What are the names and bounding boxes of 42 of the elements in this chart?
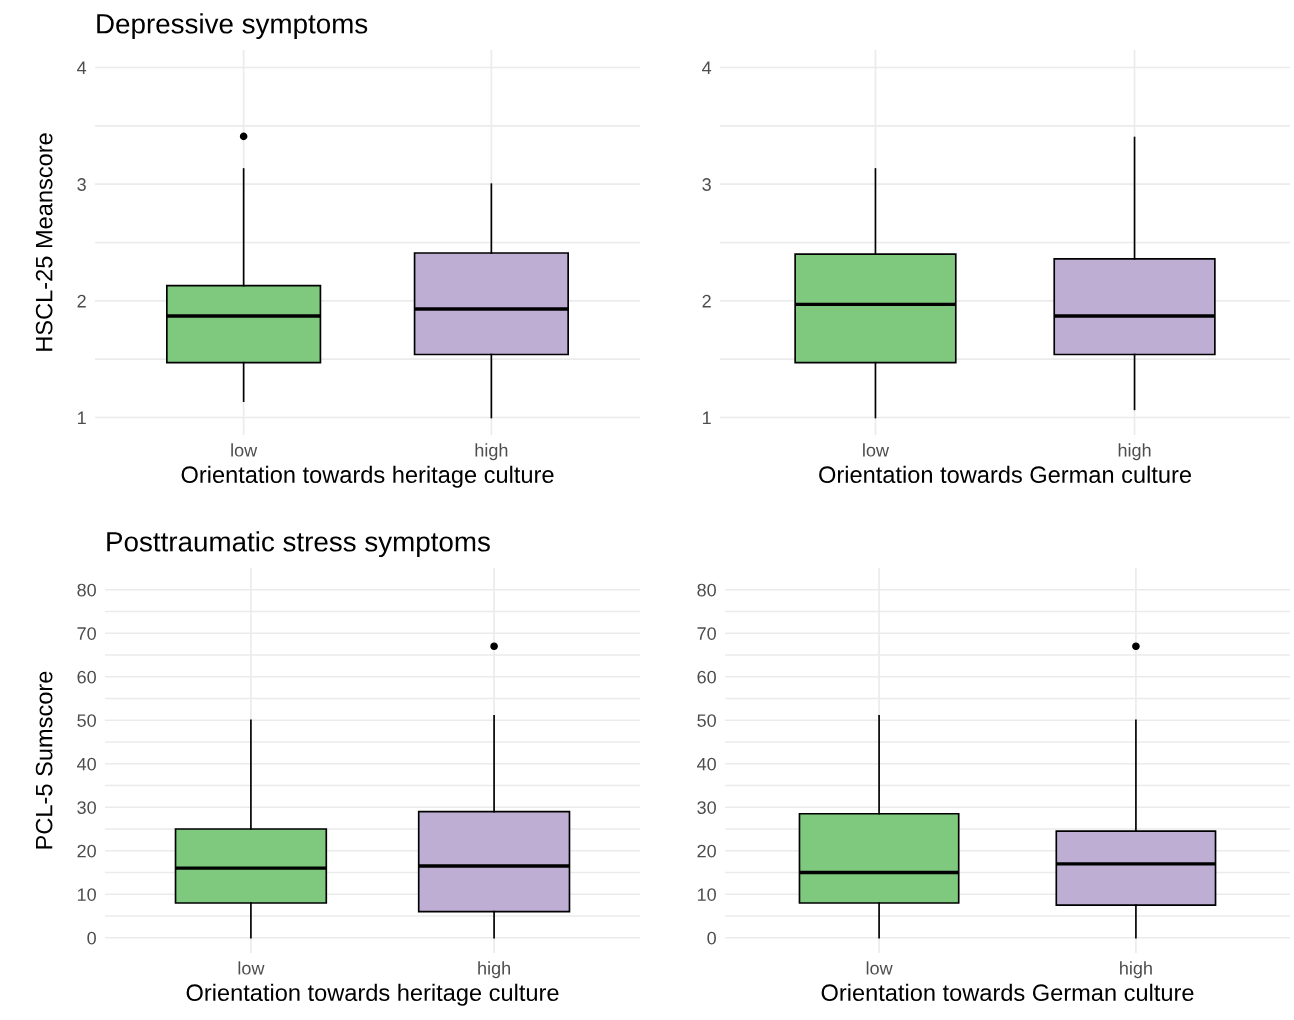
y-tick-label: 10 <box>77 888 96 901</box>
y-axis-title: PCL-5 Sumscore <box>35 671 53 849</box>
y-tick-label: 4 <box>77 61 87 75</box>
y-tick-label: 40 <box>77 757 96 771</box>
y-tick-label: 40 <box>697 757 716 771</box>
y-tick-label: 0 <box>87 931 96 945</box>
x-axis-title: Orientation towards German culture <box>821 983 1194 1002</box>
x-tick-label: high <box>1120 961 1152 979</box>
y-tick-label: 20 <box>77 844 96 858</box>
x-tick-label: low <box>238 961 265 975</box>
y-axis-title: HSCL-25 Meanscore <box>35 133 53 351</box>
y-tick-label: 20 <box>697 844 716 858</box>
y-tick-label: 3 <box>77 178 86 191</box>
y-tick-label: 2 <box>702 294 711 308</box>
x-axis-title: Orientation towards German culture <box>819 465 1191 484</box>
y-tick-label: 80 <box>697 583 716 597</box>
y-tick-label: 70 <box>77 627 96 640</box>
y-tick-label: 2 <box>77 294 86 308</box>
chart-title: Depressive symptoms <box>97 13 368 40</box>
y-tick-label: 10 <box>697 888 716 901</box>
y-tick-label: 0 <box>707 931 716 945</box>
y-tick-label: 80 <box>77 583 96 597</box>
y-tick-label: 30 <box>697 801 716 814</box>
x-tick-label: low <box>231 443 258 457</box>
y-tick-label: 1 <box>78 411 86 425</box>
y-tick-label: 3 <box>702 178 711 191</box>
x-tick-label: low <box>866 961 893 975</box>
x-tick-label: high <box>478 961 510 979</box>
y-tick-label: 4 <box>702 61 712 75</box>
y-tick-label: 30 <box>77 801 96 814</box>
x-axis-title: Orientation towards heritage culture <box>181 465 554 488</box>
y-tick-label: 50 <box>697 714 716 727</box>
x-tick-label: low <box>863 443 890 457</box>
y-tick-label: 1 <box>703 411 711 425</box>
y-tick-label: 60 <box>697 670 716 684</box>
x-axis-title: Orientation towards heritage culture <box>186 983 559 1006</box>
chart-title: Posttraumatic stress symptoms <box>107 531 490 558</box>
x-tick-label: high <box>475 443 508 461</box>
y-tick-label: 50 <box>77 714 96 727</box>
y-tick-label: 60 <box>77 670 96 684</box>
y-tick-label: 70 <box>697 627 716 640</box>
x-tick-label: high <box>1118 443 1151 461</box>
